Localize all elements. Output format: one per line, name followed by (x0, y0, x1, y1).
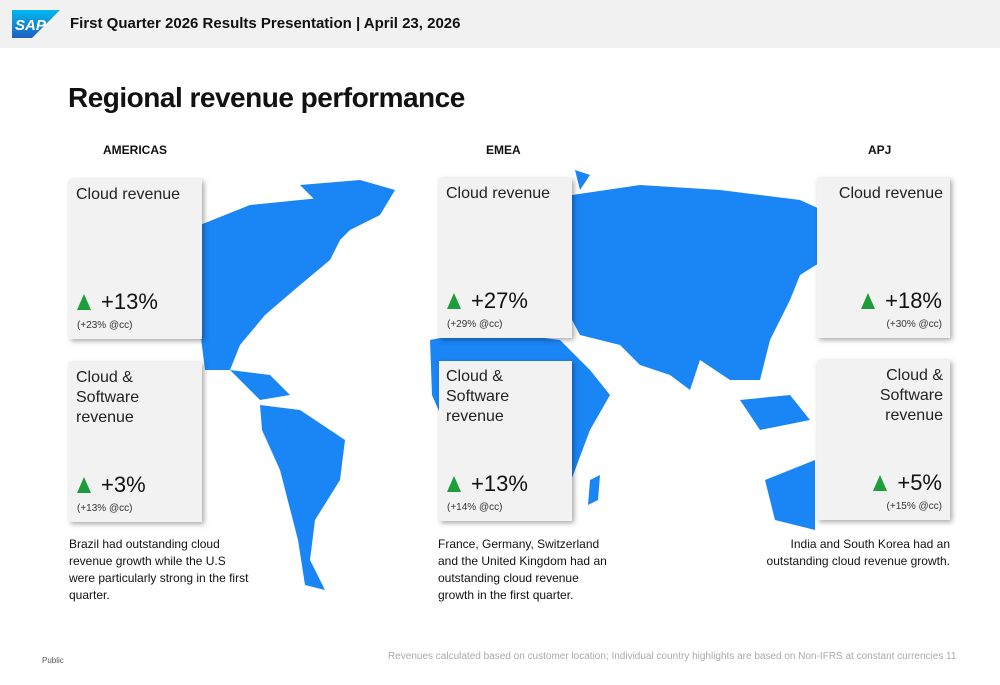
card-cc: (+29% @cc) (447, 319, 503, 330)
card-change: +5% (825, 470, 942, 496)
card-label: Cloud & Software revenue (446, 368, 510, 425)
region-name: APJ (868, 143, 892, 157)
card-change: +18% (825, 288, 942, 314)
metric-card: Cloud revenue +27% (+29% @cc) (439, 178, 572, 338)
change-value: +5% (897, 470, 942, 495)
card-change: +27% (447, 288, 564, 314)
header-bar: SAP First Quarter 2026 Results Presentat… (0, 0, 1000, 48)
card-cc: (+23% @cc) (77, 320, 133, 331)
change-value: +13% (471, 471, 528, 496)
card-change: +13% (77, 289, 194, 315)
card-cc: (+15% @cc) (886, 501, 942, 512)
card-label: Cloud revenue (838, 185, 943, 202)
region-note: France, Germany, Switzerland and the Uni… (438, 537, 607, 602)
slide-title: Regional revenue performance (68, 82, 465, 113)
metric-card: Cloud & Software revenue +3% (+13% @cc) (69, 362, 202, 522)
logo-text: SAP (15, 17, 47, 34)
card-label: Cloud revenue (76, 186, 181, 203)
card-label: Cloud & Software revenue (879, 367, 943, 424)
change-value: +18% (885, 288, 942, 313)
change-value: +27% (471, 288, 528, 313)
region-name: EMEA (486, 143, 521, 157)
logo: SAP (12, 10, 60, 38)
card-cc: (+30% @cc) (886, 319, 942, 330)
card-cc: (+13% @cc) (77, 503, 133, 514)
card-change: +13% (447, 471, 564, 497)
metric-card: Cloud revenue +18% (+30% @cc) (817, 178, 950, 338)
region-name: AMERICAS (103, 143, 168, 157)
region-note: Brazil had outstanding cloud revenue gro… (69, 537, 249, 602)
disclaimer: Revenues calculated based on customer lo… (388, 651, 944, 662)
card-change: +3% (77, 472, 194, 498)
change-value: +13% (101, 289, 158, 314)
metric-card: Cloud & Software revenue +5% (+15% @cc) (817, 360, 950, 520)
metric-card: Cloud revenue +13% (+23% @cc) (69, 179, 202, 339)
card-label: Cloud revenue (446, 185, 551, 202)
region-note: India and South Korea had an outstanding… (766, 537, 950, 568)
change-value: +3% (101, 472, 146, 497)
classification: Public (42, 656, 64, 665)
card-label: Cloud & Software revenue (76, 369, 140, 426)
metric-card: Cloud & Software revenue +13% (+14% @cc) (439, 361, 572, 521)
page-number: 11 (946, 651, 957, 662)
header-title: First Quarter 2026 Results Presentation … (70, 15, 461, 32)
card-cc: (+14% @cc) (447, 502, 503, 513)
